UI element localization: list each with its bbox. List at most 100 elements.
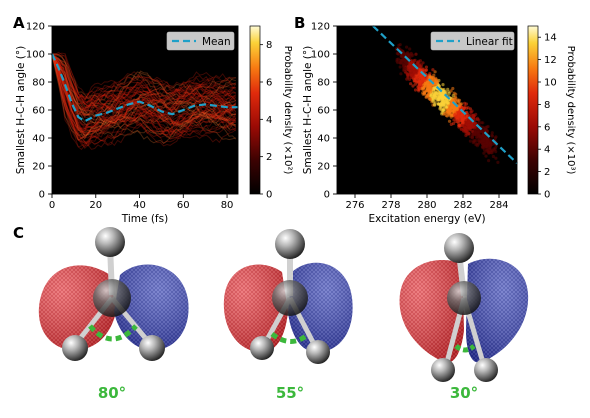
heat-point — [453, 99, 457, 103]
chart-a-colorbar-label: Probability density (×10²) — [282, 46, 293, 175]
chart-b-fit-line — [372, 25, 518, 164]
heat-point — [398, 61, 402, 65]
heat-point — [446, 109, 450, 113]
heat-trace — [51, 53, 237, 144]
chart-b-colorbar-tick-label: 6 — [544, 122, 550, 133]
heat-point — [424, 65, 428, 69]
hydrogen-atom — [431, 358, 455, 382]
heat-point — [460, 119, 464, 123]
heat-trace — [51, 53, 237, 136]
chart-b-ytick-label: 0 — [324, 190, 330, 201]
heat-point — [443, 102, 447, 106]
heat-trace — [51, 53, 237, 142]
heat-point — [447, 119, 452, 123]
heat-point — [449, 89, 453, 93]
heat-trace — [51, 53, 236, 131]
heat-trace — [51, 53, 237, 107]
heat-point — [485, 141, 489, 145]
chart-a-colorbar-tick-label: 8 — [266, 40, 272, 51]
heat-point — [398, 65, 402, 69]
heat-point — [466, 123, 470, 127]
heat-point — [438, 92, 442, 96]
heat-trace — [51, 53, 237, 139]
orbital-lobe-red-shade — [38, 265, 117, 351]
chart-a-xtick-label: 0 — [49, 200, 55, 211]
orbital-lobe-blue-shade — [466, 258, 529, 363]
heat-trace — [51, 53, 236, 141]
chart-b-colorbar-label: Probability density (×10³) — [565, 46, 576, 175]
chart-a-ytick-label: 20 — [32, 162, 45, 173]
angle-arc — [270, 331, 308, 344]
heat-point — [444, 105, 449, 109]
heat-trace — [51, 53, 236, 117]
heat-point — [432, 73, 436, 77]
chart-b-colorbar-tick-label: 8 — [544, 100, 550, 111]
heat-point — [405, 61, 409, 65]
heat-point — [481, 139, 485, 143]
panel-a-label: A — [13, 14, 25, 32]
heat-point — [433, 101, 437, 105]
chart-b-ytick-label: 60 — [317, 106, 330, 117]
heat-point — [494, 156, 498, 160]
heat-point — [419, 78, 423, 82]
chart-a-ytick-label: 40 — [32, 134, 45, 145]
heat-point — [433, 78, 437, 82]
chart-a-colorbar — [250, 26, 260, 194]
heat-trace — [51, 53, 237, 147]
chart-a-ytick-label: 0 — [39, 190, 45, 201]
heat-trace — [51, 53, 237, 140]
heat-point — [459, 127, 463, 131]
heat-point — [472, 140, 476, 144]
heat-point — [456, 121, 460, 125]
heat-trace — [51, 53, 236, 111]
hydrogen-atom — [139, 335, 165, 361]
heat-trace — [51, 53, 236, 109]
heat-point — [452, 113, 456, 117]
chart-b-colorbar-tick-label: 2 — [544, 167, 550, 178]
chart-a-ytick-label: 120 — [26, 22, 45, 33]
heat-point — [405, 77, 409, 81]
heat-point — [423, 78, 427, 83]
heat-point — [491, 154, 495, 159]
heat-trace — [51, 53, 236, 133]
chart-a-xtick-label: 60 — [177, 200, 190, 211]
heat-point — [476, 142, 480, 146]
chart-b-legend-label: Linear fit — [466, 36, 513, 48]
heat-trace — [51, 53, 237, 136]
heat-point — [473, 125, 477, 129]
heat-point — [412, 70, 417, 74]
chart-b-colorbar-tick-label: 4 — [544, 145, 550, 156]
heat-trace — [51, 53, 237, 102]
angle-label: 55° — [276, 384, 304, 402]
heat-trace — [51, 53, 237, 140]
chart-a-colorbar-tick-label: 4 — [266, 115, 272, 126]
hydrogen-atom — [474, 358, 498, 382]
chart-a-mean-line — [51, 53, 238, 123]
chart-b-ytick-label: 100 — [311, 50, 330, 61]
chart-b-colorbar-tick-label: 10 — [544, 78, 557, 89]
heat-point — [456, 98, 460, 102]
heat-trace — [51, 53, 237, 143]
heat-point — [402, 68, 406, 73]
heat-trace — [51, 53, 237, 140]
chart-b-colorbar — [528, 26, 538, 194]
heat-point — [496, 160, 500, 164]
heat-point — [467, 120, 471, 124]
heat-point — [463, 105, 467, 109]
heat-point — [455, 107, 459, 112]
heat-point — [427, 96, 431, 100]
heat-point — [401, 61, 405, 65]
heat-point — [411, 84, 415, 88]
heat-point — [490, 131, 494, 135]
heat-point — [457, 123, 461, 127]
heat-point — [482, 151, 486, 155]
heat-trace — [51, 53, 236, 125]
heat-point — [405, 45, 409, 49]
heat-point — [429, 90, 433, 94]
heat-point — [456, 117, 460, 121]
heat-point — [440, 102, 444, 106]
chart-a-plot-area — [52, 26, 238, 194]
chart-a-axes: 0 20 40 60 80 0 20 40 60 80 100 120 — [26, 22, 239, 211]
heat-point — [432, 97, 436, 101]
